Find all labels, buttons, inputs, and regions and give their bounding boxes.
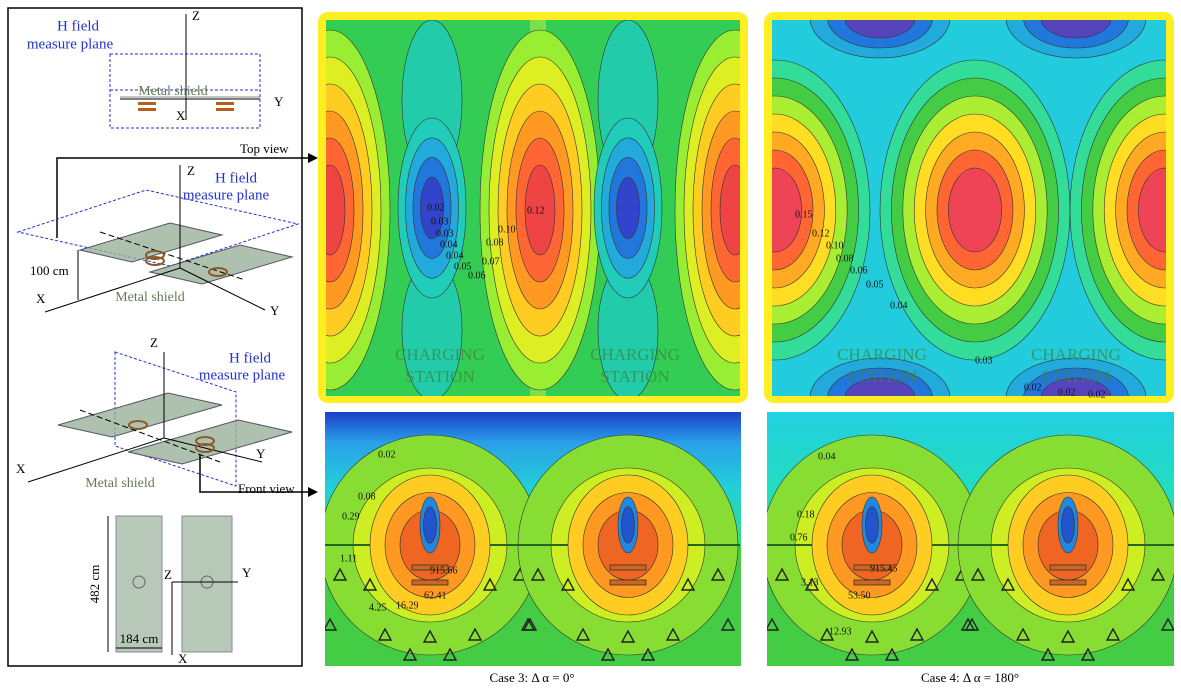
coil [854,580,890,585]
contour-label: 16.29 [396,600,419,611]
coil [1050,565,1086,570]
contour-label: 0.03 [975,355,993,366]
axis-label: X [178,651,188,666]
coil [138,102,156,105]
station-label: CHARGING [837,345,927,364]
contour-band [616,177,639,238]
arrow-head [308,487,318,497]
contour-label: 0.05 [866,279,884,290]
contour-label: 4.25 [369,602,387,613]
contour-label: 0.08 [358,491,376,502]
contour-label: 0.04 [890,300,908,311]
contour-label: 0.08 [486,237,504,248]
station-label: CHARGING [1031,345,1121,364]
contour-label: 915.66 [430,565,458,576]
coil [412,580,448,585]
contour-label: 0.02 [1024,382,1042,393]
contour-label: 0.12 [812,228,830,239]
axis-label: Z [150,335,158,350]
axis-label: X [36,291,46,306]
contour-label: 0.07 [482,256,500,267]
contour-label: 0.04 [818,451,836,462]
contour-band [1062,507,1075,543]
label: 184 cm [120,631,159,646]
contour-label: 53.50 [848,590,871,601]
contour-label: 0.12 [527,205,545,216]
axis-label: Z [192,8,200,23]
axis-label: X [176,108,186,123]
caption: Case 4: Δ α = 180° [921,670,1019,685]
label: H field [229,350,272,366]
station-label: STATION [405,367,474,386]
station-label: STATION [1041,367,1110,386]
contour-case4-front [760,412,1180,666]
label: Metal shield [138,84,208,99]
label: 100 cm [30,263,69,278]
contour-label: 0.08 [836,253,854,264]
contour-label: 0.10 [498,224,516,235]
contour-label: 0.02 [1088,389,1106,400]
contour-label: 0.04 [440,239,458,250]
contour-label: 62.41 [424,590,447,601]
arrow-head [308,153,318,163]
contour-label: 0.02 [1058,387,1076,398]
axis-label: Z [187,163,195,178]
contour-label: 0.76 [790,532,808,543]
contour-label: 0.02 [427,202,445,213]
contour-label: 0.15 [795,209,813,220]
contour-band [948,168,1001,252]
contour-band [748,168,801,252]
coil [610,565,646,570]
coil [1050,580,1086,585]
contour-label: 0.02 [378,449,396,460]
label: Top view [240,141,289,156]
station-label: CHARGING [590,345,680,364]
coil [216,102,234,105]
contour-label: 0.06 [850,265,868,276]
axis-label: Z [164,567,172,582]
contour-label: 0.03 [431,216,449,227]
label: measure plane [27,36,114,52]
contour-label: 1.11 [340,553,357,564]
contour-label: 0.29 [342,511,360,522]
coil [610,580,646,585]
label: 482 cm [87,565,102,604]
station-label: STATION [600,367,669,386]
caption: Case 3: Δ α = 0° [489,670,574,685]
contour-label: 12.93 [829,626,852,637]
label: Metal shield [115,290,185,305]
figure: Z H field measure plane Metal shield X Y… [0,0,1181,688]
label: Metal shield [85,476,155,491]
contour-label: 3.13 [801,577,819,588]
coil [216,108,234,111]
axis-label: Y [256,446,266,461]
contour-band [866,507,879,543]
contour-band [424,507,437,543]
contour-label: 915.45 [870,563,898,574]
shield-plate [182,516,232,652]
station-label: STATION [847,367,916,386]
axis-label: Y [242,565,252,580]
contour-label: 0.04 [446,250,464,261]
contour-band [622,507,635,543]
label: measure plane [183,187,270,203]
axis-label: Y [274,94,284,109]
contour-label: 0.18 [797,509,815,520]
label: Front view [238,481,295,496]
contour-label: 0.03 [436,228,454,239]
contour-label: 0.06 [468,270,486,281]
label: H field [215,170,258,186]
coil [138,108,156,111]
label: H field [57,18,100,34]
contour-label: 0.10 [826,240,844,251]
axis-label: Y [270,303,280,318]
station-label: CHARGING [395,345,485,364]
schematic-panel: Z H field measure plane Metal shield X Y… [8,8,318,666]
label: measure plane [199,367,286,383]
axis-label: X [16,461,26,476]
